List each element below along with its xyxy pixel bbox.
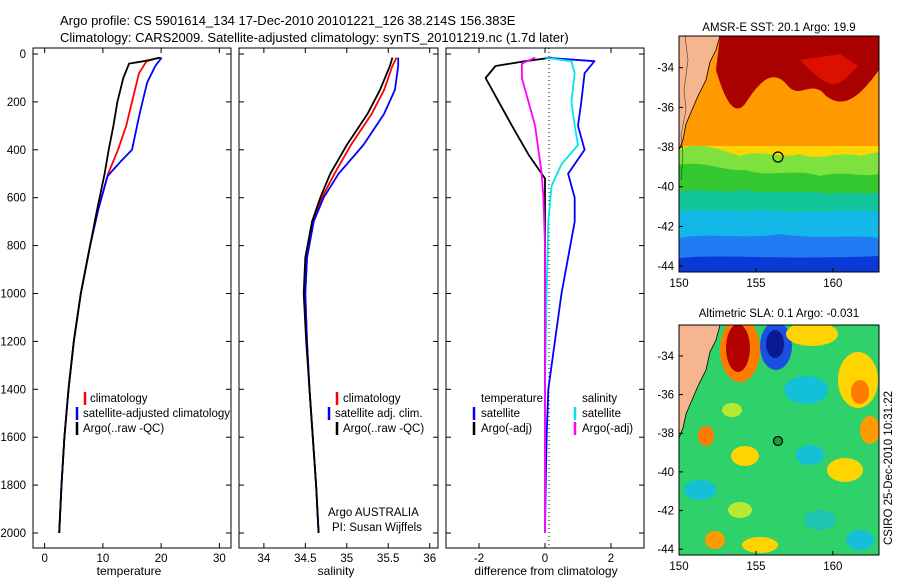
legend-sal-argo: Argo(-adj) — [582, 423, 633, 435]
temperature-axis-ticks: 0 10 20 30 — [41, 48, 226, 565]
depth-tick-label: 800 — [7, 241, 26, 253]
x-tick-label: 35.5 — [377, 553, 399, 565]
legend-climatology: climatology — [343, 393, 401, 405]
argo-location-marker — [772, 151, 784, 163]
sst-map-lon-ticks: 150 155 160 — [669, 268, 842, 290]
x-tick-label: 0 — [542, 553, 548, 565]
salinity-axis-label: salinity — [318, 564, 355, 578]
legend-argo: Argo(..raw -QC) — [343, 423, 424, 435]
difference-axis-label: difference from climatology — [474, 564, 617, 578]
legend-temp-argo: Argo(-adj) — [481, 423, 532, 435]
lat-tick-label: -34 — [657, 351, 674, 363]
legend-climatology: climatology — [90, 393, 148, 405]
x-tick-label: 30 — [213, 553, 226, 565]
lon-tick-label: 155 — [746, 561, 765, 573]
legend-argo: Argo(..raw -QC) — [83, 423, 164, 435]
x-tick-label: -2 — [474, 553, 484, 565]
depth-tick-label: 0 — [20, 49, 26, 61]
legend-satellite-adjusted: satellite-adjusted climatology — [83, 408, 230, 420]
lat-tick-label: -36 — [657, 102, 674, 114]
legend-temp-satellite: satellite — [481, 408, 520, 420]
depth-tick-label: 1000 — [0, 289, 26, 301]
depth-tick-label: 600 — [7, 193, 26, 205]
argo-location-marker — [772, 435, 784, 447]
lon-tick-label: 160 — [823, 278, 842, 290]
lat-tick-label: -44 — [657, 261, 674, 273]
x-tick-label: 36 — [423, 553, 436, 565]
lat-tick-label: -38 — [657, 428, 674, 440]
x-tick-label: 34.5 — [294, 553, 316, 565]
depth-tick-label: 1200 — [0, 336, 26, 348]
depth-axis-ticks: 0 200 400 600 800 1000 1200 1400 1600 1800 2000 — [0, 49, 231, 540]
sla-heatmap — [679, 325, 879, 555]
x-tick-label: 2 — [608, 553, 614, 565]
lon-tick-label: 150 — [669, 278, 688, 290]
depth-tick-label: 1800 — [0, 480, 26, 492]
sla-map-panel: Altimetric SLA: 0.1 Argo: -0.031 — [657, 308, 880, 573]
sla-map-title: Altimetric SLA: 0.1 Argo: -0.031 — [699, 308, 859, 320]
legend-heading-salinity: salinity — [582, 393, 617, 405]
lat-tick-label: -40 — [657, 467, 674, 479]
series-line-3 — [521, 56, 546, 533]
series-line-1 — [484, 56, 552, 533]
depth-tick-label: 400 — [7, 145, 26, 157]
depth-tick-label: 1400 — [0, 384, 26, 396]
lon-tick-label: 155 — [746, 278, 765, 290]
series-line-0 — [544, 56, 596, 534]
credit-timestamp: CSIRO 25-Dec-2010 10:31:22 — [883, 391, 895, 545]
lat-tick-label: -34 — [657, 63, 674, 75]
salinity-series-lines — [302, 57, 400, 534]
pi-annotation: PI: Susan Wijffels — [332, 522, 422, 534]
lat-tick-label: -38 — [657, 142, 674, 154]
temperature-axis-label: temperature — [97, 564, 162, 578]
lat-tick-label: -42 — [657, 506, 674, 518]
series-line-2 — [302, 57, 394, 534]
argo-program-annotation: Argo AUSTRALIA — [328, 507, 419, 519]
lon-tick-label: 150 — [669, 561, 688, 573]
x-tick-label: 10 — [96, 553, 109, 565]
temperature-series-lines — [58, 56, 163, 534]
x-tick-label: 0 — [41, 553, 47, 565]
sla-map-lat-ticks: -34 -36 -38 -40 -42 -44 — [657, 351, 683, 556]
temperature-panel: 0 200 400 600 800 1000 1200 1400 1600 1800 2000 0 1… — [0, 47, 232, 578]
depth-tick-label: 2000 — [0, 528, 26, 540]
legend-heading-temperature: temperature — [481, 393, 543, 405]
series-line-2 — [544, 56, 579, 533]
lat-tick-label: -42 — [657, 221, 674, 233]
difference-series-lines — [484, 56, 596, 534]
temperature-legend: climatology satellite-adjusted climatolo… — [75, 392, 230, 435]
land-mass — [679, 325, 721, 439]
header-line-1: Argo profile: CS 5901614_134 17-Dec-2010… — [60, 13, 516, 28]
x-tick-label: 34 — [257, 553, 270, 565]
sla-map-lon-ticks: 150 155 160 — [669, 551, 842, 573]
difference-panel: -2 0 2 difference from climatology tempera… — [445, 47, 645, 578]
difference-legend: temperature satellite Argo(-adj) salinit… — [472, 393, 633, 435]
lat-tick-label: -44 — [657, 544, 674, 556]
depth-tick-label: 200 — [7, 97, 26, 109]
lon-tick-label: 160 — [823, 561, 842, 573]
sst-map-title: AMSR-E SST: 20.1 Argo: 19.9 — [702, 22, 855, 34]
difference-depth-ticks — [446, 53, 644, 534]
salinity-depth-ticks — [239, 53, 438, 534]
x-tick-label: 35 — [340, 553, 353, 565]
depth-tick-label: 1600 — [0, 432, 26, 444]
x-tick-label: 20 — [155, 553, 168, 565]
lat-tick-label: -40 — [657, 182, 674, 194]
salinity-panel: 34 34.5 35 35.5 36 salinity climatology sate… — [238, 47, 439, 578]
lat-tick-label: -36 — [657, 390, 674, 402]
header-line-2: Climatology: CARS2009. Satellite-adjuste… — [60, 30, 569, 45]
legend-sal-satellite: satellite — [582, 408, 621, 420]
legend-satellite-adj: satellite adj. clim. — [335, 408, 423, 420]
difference-axis-ticks: -2 0 2 — [474, 48, 614, 565]
sst-heatmap — [679, 36, 879, 272]
sst-map-lat-ticks: -34 -36 -38 -40 -42 -44 — [657, 63, 683, 273]
sst-map-panel: AMSR-E SST: 20.1 Argo: 19.9 -34 -36 -38 -40… — [657, 22, 880, 290]
salinity-legend: climatology satellite adj. clim. Argo(..… — [327, 392, 424, 435]
series-line-2 — [58, 56, 161, 534]
salinity-axis-ticks: 34 34.5 35 35.5 36 — [257, 48, 436, 565]
